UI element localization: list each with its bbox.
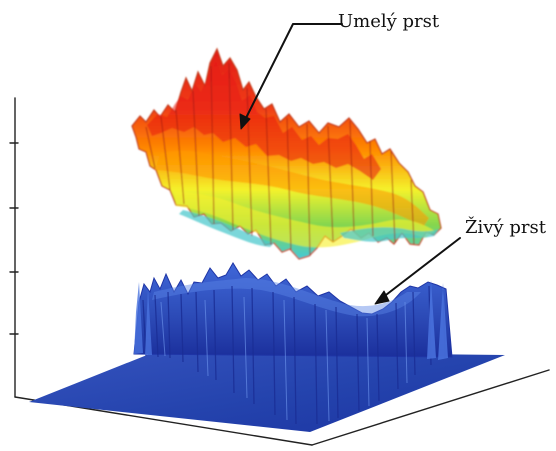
ridge-line — [210, 65, 215, 225]
striation-line — [314, 303, 318, 425]
axis-frame — [9, 97, 550, 446]
ridge-line — [145, 126, 156, 169]
striation-line — [376, 313, 380, 402]
striation-line — [154, 294, 159, 358]
striation-line — [195, 291, 199, 373]
striation-line — [180, 293, 184, 363]
striation-line — [293, 296, 297, 425]
live-finger-label: Živý prst — [465, 217, 546, 238]
live-finger-arrowhead — [374, 290, 390, 305]
ridge-line — [306, 123, 311, 257]
light-streak — [243, 296, 248, 399]
striation-line — [335, 306, 339, 419]
ridge-line — [192, 90, 200, 217]
striation-line — [395, 302, 399, 390]
light-streak — [283, 299, 288, 421]
live-base-plane — [29, 351, 505, 432]
ridge-line — [286, 117, 292, 251]
artificial-finger-arrow-line — [244, 23, 343, 121]
live-right-spikes — [427, 280, 448, 360]
striation-line — [272, 291, 276, 416]
live-surface-striations — [142, 285, 446, 425]
striation-line — [251, 287, 255, 405]
ridge-line — [410, 179, 415, 245]
right-axis-line — [311, 369, 550, 446]
striation-line — [231, 285, 235, 394]
live-ridge-body — [133, 262, 453, 358]
light-streak — [366, 317, 370, 407]
annotation-arrows — [239, 23, 461, 305]
light-streak — [325, 309, 330, 422]
ridge-line — [369, 140, 374, 237]
striation-line — [213, 289, 217, 381]
striation-line — [167, 291, 171, 359]
striation-line — [412, 291, 416, 376]
artificial-finger-label: Umelý prst — [338, 11, 440, 32]
striation-line — [356, 313, 360, 412]
artificial-orange-mid-band — [155, 150, 429, 226]
ridge-line — [265, 108, 272, 246]
light-streak — [404, 301, 408, 384]
live-finger-arrow-line — [381, 237, 461, 299]
ridge-line — [390, 150, 396, 244]
live-fingerprint-surface — [29, 262, 505, 432]
artificial-finger-arrowhead — [239, 113, 251, 130]
live-left-spikes — [134, 282, 152, 355]
light-streak — [204, 299, 209, 377]
artificial-green-cyan-edge — [179, 210, 439, 247]
live-surface-highlight — [152, 278, 421, 317]
ridge-line — [175, 109, 185, 205]
artificial-fingerprint-surface — [131, 47, 442, 260]
artificial-red-peak-band — [147, 61, 381, 180]
ridge-line — [228, 62, 234, 231]
ridge-line — [160, 116, 171, 191]
ridge-line — [327, 125, 334, 242]
light-streak — [160, 301, 166, 357]
ridge-line — [349, 120, 355, 232]
live-surface-light-streaks — [160, 296, 408, 422]
